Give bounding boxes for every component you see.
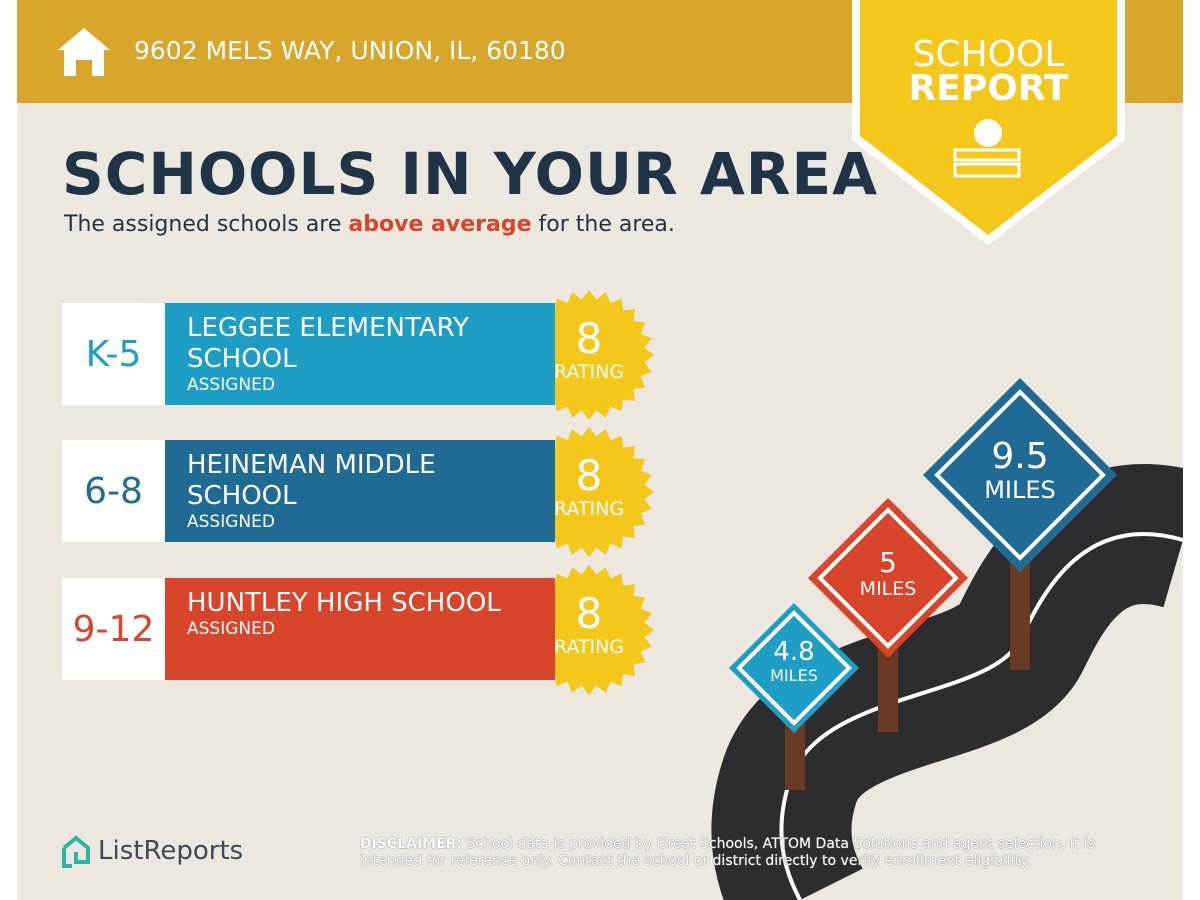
margin — [0, 0, 17, 900]
distance: 5 MILES — [838, 546, 938, 601]
sign-border — [736, 610, 852, 726]
disclaimer: DISCLAIMER: School data is provided by G… — [360, 836, 1150, 870]
book-icon — [953, 148, 1021, 162]
sign-post — [785, 720, 805, 790]
school-bar — [165, 440, 555, 542]
school-name: HEINEMAN MIDDLE SCHOOL — [187, 450, 436, 511]
home-icon — [58, 28, 110, 76]
rating-badge — [524, 427, 654, 557]
sign — [808, 498, 968, 658]
school-status: ASSIGNED — [187, 512, 275, 532]
rating: 8 RATING — [524, 314, 654, 384]
disclaimer-label: DISCLAIMER: — [360, 836, 463, 852]
disclaimer-text: School data is provided by Great Schools… — [360, 836, 1095, 869]
sign — [729, 603, 859, 733]
badge-line: SCHOOL — [912, 34, 1065, 75]
subtitle-text: The assigned schools are — [64, 212, 342, 237]
rating-label: RATING — [553, 636, 625, 658]
sign-post — [878, 640, 898, 732]
grade-range: K-5 — [62, 303, 165, 405]
school-name: HUNTLEY HIGH SCHOOL — [187, 588, 501, 618]
sign-post — [1010, 540, 1030, 670]
school-bar — [165, 303, 555, 405]
distance-unit: MILES — [859, 578, 917, 600]
rating-badge — [524, 565, 654, 695]
distance-value: 4.8 — [773, 637, 815, 667]
grade-range: 6-8 — [62, 440, 165, 542]
rating-badge — [524, 290, 654, 420]
distance-value: 5 — [879, 546, 897, 579]
badge-line: REPORT — [908, 68, 1069, 109]
school: HUNTLEY HIGH SCHOOL ASSIGNED — [187, 588, 517, 639]
book-icon — [953, 162, 1021, 178]
distance: 4.8 MILES — [754, 638, 834, 685]
school-name: LEGGEE ELEMENTARY SCHOOL — [187, 313, 469, 374]
apple-icon — [974, 119, 1002, 147]
rating-label: RATING — [553, 498, 625, 520]
subtitle-text: for the area. — [538, 212, 675, 237]
school: HEINEMAN MIDDLE SCHOOL ASSIGNED — [187, 450, 517, 532]
sign — [923, 378, 1117, 572]
distance-unit: MILES — [770, 666, 818, 685]
subtitle: The assigned schools are above average f… — [64, 212, 675, 237]
school: LEGGEE ELEMENTARY SCHOOL ASSIGNED — [187, 313, 517, 395]
road-line — [779, 532, 1184, 900]
school-status: ASSIGNED — [187, 619, 275, 639]
rating: 8 RATING — [524, 451, 654, 521]
distance-value: 9.5 — [991, 436, 1049, 477]
subtitle-highlight: above average — [348, 212, 532, 237]
school-status: ASSIGNED — [187, 375, 275, 395]
sign-border — [934, 389, 1106, 561]
distance-unit: MILES — [984, 476, 1056, 504]
margin — [1183, 0, 1200, 900]
title: SCHOOLS IN YOUR AREA — [62, 140, 878, 208]
logo: ListReports — [98, 836, 244, 866]
school-bar — [165, 578, 555, 680]
distance: 9.5 MILES — [960, 436, 1080, 505]
sign-border — [817, 507, 959, 649]
rating-value: 8 — [575, 451, 603, 500]
logo-icon — [62, 835, 90, 868]
rating: 8 RATING — [524, 589, 654, 659]
badge — [860, 0, 1117, 235]
rating-label: RATING — [553, 361, 625, 383]
grade-range: 9-12 — [62, 578, 165, 680]
rating-value: 8 — [575, 314, 603, 363]
address: 9602 MELS WAY, UNION, IL, 60180 — [134, 36, 566, 65]
rating-value: 8 — [575, 589, 603, 638]
